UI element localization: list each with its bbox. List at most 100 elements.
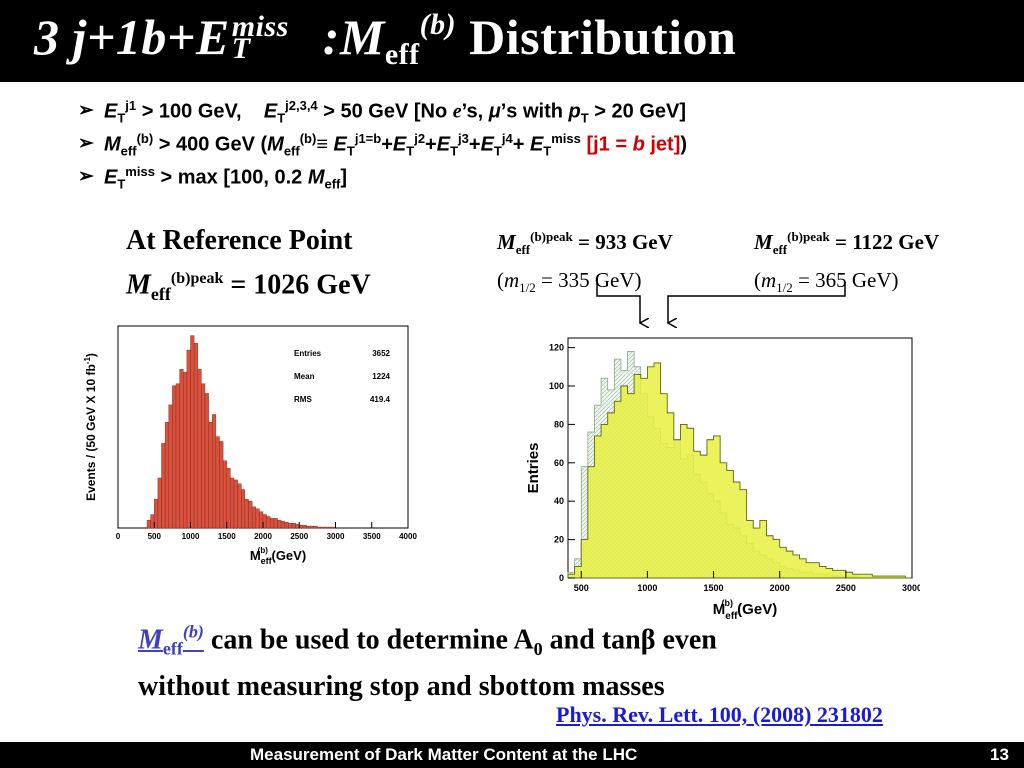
- x-tick-label: 1500: [218, 532, 236, 541]
- y-axis-label-text: Events / (50 GeV X 10 fb: [84, 364, 98, 501]
- peak-label-left: Meff(b)peak = 933 GeV (m1/2 = 335 GeV): [497, 229, 673, 296]
- title-part: j: [72, 9, 87, 65]
- histogram-bar: [266, 516, 271, 529]
- histogram-bar: [309, 525, 314, 529]
- x-axis-label-sub: eff: [725, 611, 738, 622]
- y-tick-label: 120: [549, 343, 564, 353]
- histogram-bar: [262, 514, 267, 529]
- histogram-bar: [164, 421, 169, 529]
- stats-label: RMS: [294, 395, 312, 404]
- histogram-series-yellow: [567, 362, 912, 579]
- histogram-bar: [222, 460, 227, 529]
- histogram-bar: [270, 518, 275, 529]
- histogram-bar: [226, 468, 231, 529]
- x-tick-label: 3000: [327, 532, 345, 541]
- histogram-bar: [251, 506, 256, 529]
- x-tick-label: 4000: [399, 532, 417, 541]
- histogram-bar: [183, 371, 188, 529]
- title-sub: eff: [384, 38, 420, 71]
- x-tick-label: 500: [148, 532, 162, 541]
- y-axis-label-end: ): [84, 353, 98, 357]
- histogram-bar: [324, 526, 329, 529]
- histogram-bar: [273, 518, 278, 529]
- histogram-bar: [288, 522, 293, 529]
- x-axis-label-m: M: [713, 601, 726, 618]
- stats-value: 1224: [372, 372, 390, 381]
- histogram-bar: [244, 498, 249, 529]
- stats-label: Mean: [294, 372, 315, 381]
- x-axis-label-m: M: [250, 548, 261, 563]
- peak-label-right: Meff(b)peak = 1122 GeV (m1/2 = 365 GeV): [754, 229, 940, 296]
- stats-value: 419.4: [370, 395, 391, 404]
- y-tick-label: 60: [554, 458, 564, 468]
- y-tick-label: 100: [549, 381, 564, 391]
- x-tick-label: 2500: [290, 532, 308, 541]
- title-part: :M: [309, 9, 385, 65]
- histogram-bar: [302, 524, 307, 529]
- histogram-bar: [291, 522, 296, 529]
- y-tick-label: 40: [554, 496, 564, 506]
- y-tick-label: 20: [554, 535, 564, 545]
- x-axis-label-sub: eff: [261, 556, 273, 565]
- histogram-bar: [317, 526, 322, 529]
- title-sub: T: [231, 32, 251, 65]
- stats-label: Entries: [294, 349, 322, 358]
- histogram-bar: [313, 525, 318, 529]
- x-axis-label: Meff(b) (GeV): [250, 546, 306, 565]
- histogram-right: 500 1000 1500 2000 2500 3000 0 20 40 60 80 100 120 En…: [525, 337, 920, 622]
- histogram-bar: [204, 393, 209, 529]
- histogram-bar: [284, 522, 289, 529]
- histogram-bar: [241, 489, 246, 529]
- title-part: +1: [86, 9, 142, 65]
- histogram-bar: [280, 521, 285, 529]
- x-tick-label: 3000: [902, 583, 920, 593]
- x-axis-label-unit: (GeV): [733, 601, 777, 618]
- histogram-bar: [320, 526, 325, 529]
- citation-link[interactable]: Phys. Rev. Lett. 100, (2008) 231802: [556, 702, 883, 727]
- histogram-bar: [230, 477, 235, 529]
- histogram-left: 0 500 1000 1500 2000 2500 3000 3500 4000 Entries 3…: [83, 325, 417, 565]
- histogram-bar: [328, 526, 333, 529]
- histogram-bar: [259, 511, 264, 529]
- histogram-bar: [215, 436, 220, 529]
- stats-value: 3652: [372, 349, 390, 358]
- x-tick-label: 500: [574, 583, 589, 593]
- y-axis-label-sup: -1: [83, 357, 92, 365]
- histogram-bar: [208, 421, 213, 529]
- histogram-bar: [248, 500, 253, 529]
- histogram-bar: [157, 477, 162, 529]
- histogram-bar: [219, 441, 224, 529]
- title-part: Distribution: [456, 9, 737, 65]
- x-tick-label: 3500: [363, 532, 381, 541]
- y-tick-label: 0: [559, 573, 564, 583]
- x-tick-label: 0: [116, 532, 121, 541]
- histogram-bar: [295, 523, 300, 529]
- histogram-bar: [197, 369, 202, 529]
- title-bar: 3 j+1b+E miss T :Meff(b) Distribution: [0, 0, 1024, 82]
- histogram-bar: [168, 404, 173, 529]
- footer-bar: Measurement of Dark Matter Content at th…: [0, 742, 1024, 768]
- x-axis-label-unit: (GeV): [268, 548, 306, 563]
- x-tick-label: 2000: [770, 583, 790, 593]
- title-part: b: [141, 9, 167, 65]
- conclusion-text: Meff(b) can be used to determine A0 and …: [138, 622, 717, 702]
- title-part: +E: [166, 9, 230, 65]
- y-tick-label: 80: [554, 419, 564, 429]
- x-axis-label-sup: (b): [722, 598, 734, 608]
- histogram-bars: [146, 335, 336, 529]
- title-part: 3: [34, 9, 60, 65]
- histogram-bar: [172, 385, 177, 529]
- histogram-bar: [277, 520, 282, 529]
- histogram-bar: [179, 369, 184, 529]
- x-axis-label-sup: (b): [258, 546, 269, 555]
- histogram-bar: [237, 483, 242, 529]
- histogram-bar: [190, 335, 195, 529]
- histogram-bar: [150, 514, 155, 529]
- histogram-bar: [299, 524, 304, 529]
- histogram-bar: [255, 508, 260, 529]
- slide-title: 3 j+1b+E miss T :Meff(b) Distribution: [34, 8, 736, 72]
- x-tick-label: 1500: [704, 583, 724, 593]
- y-axis-label: Events / (50 GeV X 10 fb-1): [83, 353, 98, 501]
- arrow-bullet-icon: ➢: [78, 166, 94, 187]
- histogram-bar: [161, 443, 166, 529]
